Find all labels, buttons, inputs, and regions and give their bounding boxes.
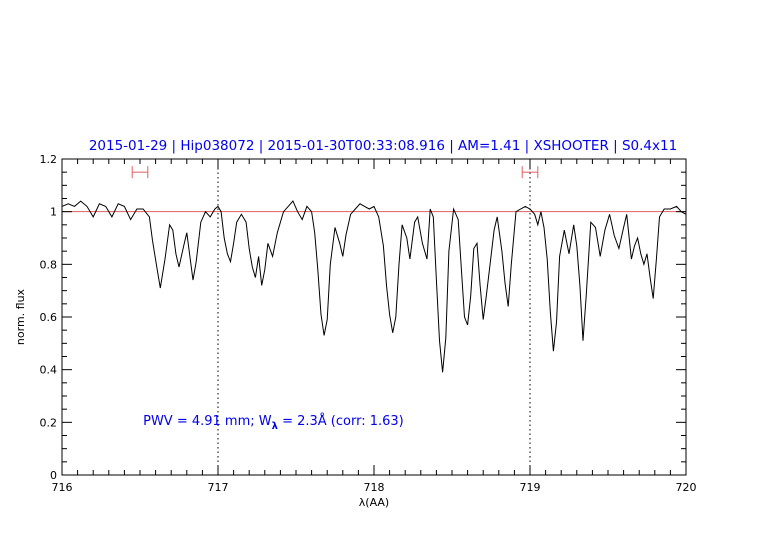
annotation-suffix: = 2.3Å (corr: 1.63)	[278, 413, 404, 429]
x-tick-label: 718	[364, 481, 385, 494]
y-axis-label: norm. flux	[14, 288, 27, 345]
y-tick-label: 0.2	[40, 416, 58, 429]
y-tick-label: 0	[50, 469, 57, 482]
y-tick-label: 0.4	[40, 364, 58, 377]
x-tick-label: 719	[520, 481, 541, 494]
x-axis-label: λ(AA)	[359, 496, 389, 509]
annotation-prefix: PWV = 4.91 mm; W	[143, 414, 272, 429]
y-tick-label: 1	[50, 206, 57, 219]
y-tick-label: 0.6	[40, 311, 58, 324]
x-tick-label: 717	[208, 481, 229, 494]
pwv-annotation: PWV = 4.91 mm; Wλ = 2.3Å (corr: 1.63)	[143, 413, 404, 432]
y-tick-label: 0.8	[40, 258, 58, 271]
chart-title: 2015-01-29 | Hip038072 | 2015-01-30T00:3…	[89, 138, 677, 154]
x-tick-labels: 716 717 718 719 720	[52, 481, 697, 494]
range-marker	[521, 166, 539, 179]
y-tick-labels: 0 0.2 0.4 0.6 0.8 1 1.2	[40, 153, 58, 482]
annotation-subscript: λ	[272, 421, 279, 432]
y-ticks	[62, 158, 686, 476]
x-ticks	[61, 159, 687, 475]
spectrum-line	[61, 200, 687, 373]
range-marker	[131, 166, 149, 179]
y-tick-label: 1.2	[40, 153, 58, 166]
x-tick-label: 720	[676, 481, 697, 494]
plot-area	[61, 158, 687, 476]
x-tick-label: 716	[52, 481, 73, 494]
